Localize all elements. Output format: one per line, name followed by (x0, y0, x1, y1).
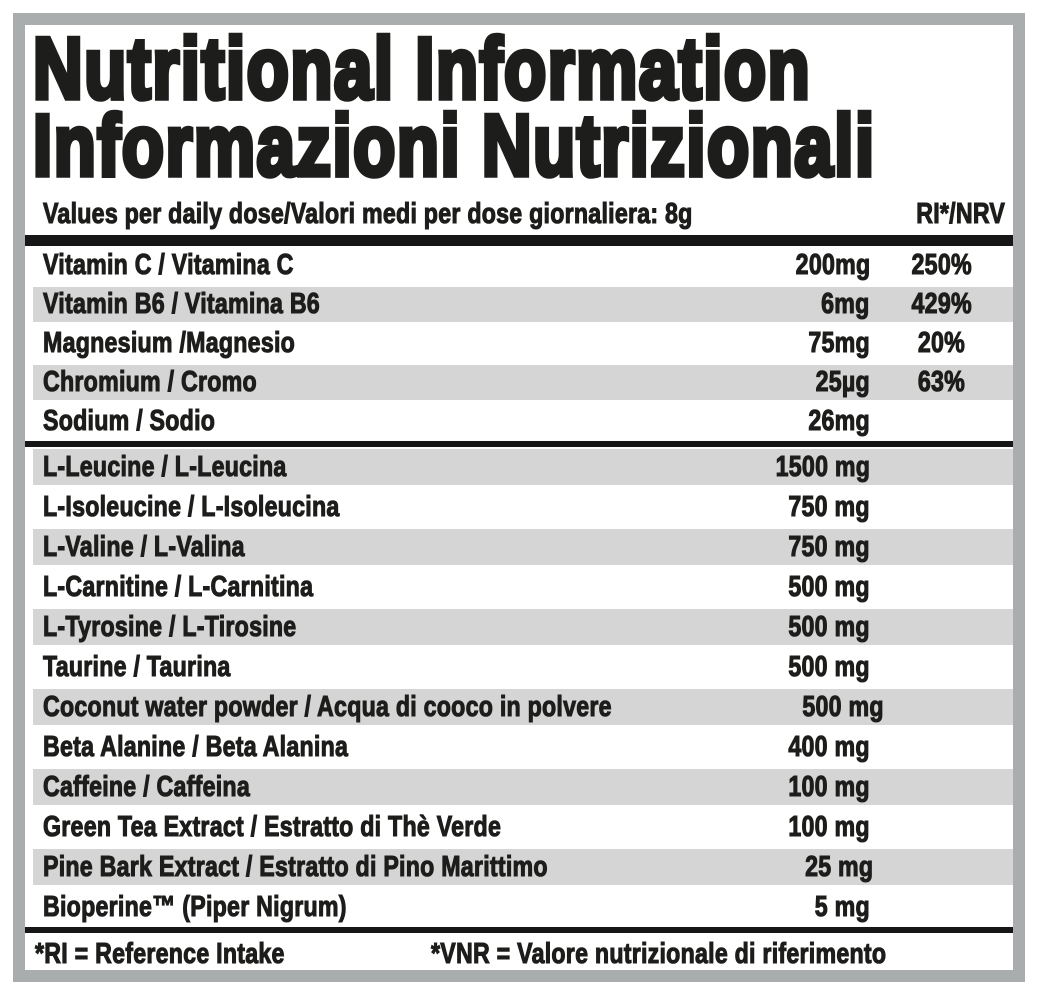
table-row: Taurine / Taurina 500 mg (33, 647, 1013, 687)
ingredient-name: Pine Bark Extract / Estratto di Pino Mar… (43, 850, 548, 883)
title-italian-text: Informazioni Nutrizionali (31, 98, 876, 194)
nrv-value (870, 731, 1013, 764)
divider-bottom (25, 927, 1013, 933)
nrv-value (884, 691, 1013, 724)
table-row: Bioperine™ (Piper Nigrum) 5 mg (33, 887, 1013, 927)
footnote-vnr: *VNR = Valore nutrizionale di riferiment… (431, 937, 887, 970)
table-header: Values per daily dose/Valori medi per do… (33, 191, 1013, 235)
amount-value: 5 mg (814, 890, 870, 923)
ingredient-name: Vitamin C / Vitamina C (43, 248, 294, 281)
ingredient-name: Chromium / Cromo (43, 365, 258, 398)
table-row: Magnesium /Magnesio 75mg 20% (33, 324, 1013, 363)
table-row: L-Leucine / L-Leucina 1500 mg (33, 447, 1013, 487)
nrv-value: 20% (917, 326, 966, 359)
nrv-value (870, 571, 1013, 604)
ingredient-name: L-Isoleucine / L-Isoleucina (43, 490, 340, 523)
amount-value: 750 mg (788, 530, 870, 563)
amount-value: 500 mg (788, 610, 870, 643)
amount-value: 200mg (795, 248, 870, 281)
dose-header-label: Values per daily dose/Valori medi per do… (43, 197, 693, 230)
table-row: Sodium / Sodio 26mg (33, 402, 1013, 441)
amount-value: 100 mg (788, 770, 870, 803)
table-row: Caffeine / Caffeina 100 mg (33, 767, 1013, 807)
nrv-value (870, 405, 1013, 438)
table-row: Green Tea Extract / Estratto di Thè Verd… (33, 807, 1013, 847)
table-row: L-Tyrosine / L-Tirosine 500 mg (33, 607, 1013, 647)
ingredient-name: Coconut water powder / Acqua di cooco in… (43, 690, 612, 723)
ingredient-name: L-Tyrosine / L-Tirosine (43, 610, 297, 643)
page-title: Nutritional Information Informazioni Nut… (31, 21, 1013, 194)
amount-value: 400 mg (788, 730, 870, 763)
ingredient-name: Beta Alanine / Beta Alanina (43, 730, 349, 763)
ingredient-name: L-Carnitine / L-Carnitina (43, 570, 314, 603)
amount-value: 100 mg (788, 810, 870, 843)
ingredient-name: Sodium / Sodio (43, 404, 216, 437)
ingredient-name: L-Leucine / L-Leucina (43, 450, 287, 483)
table-row: L-Valine / L-Valina 750 mg (33, 527, 1013, 567)
nrv-value (870, 491, 1013, 524)
title-english: Nutritional Information (31, 21, 1013, 117)
amount-value: 75mg (808, 326, 870, 359)
ingredient-name: Bioperine™ (Piper Nigrum) (43, 890, 347, 923)
ingredient-name: L-Valine / L-Valina (43, 530, 245, 563)
ri-nrv-header-label: RI*/NRV (916, 197, 1006, 230)
amount-value: 500 mg (788, 570, 870, 603)
title-english-text: Nutritional Information (31, 21, 812, 117)
nrv-value (870, 611, 1013, 644)
footnote-ri: *RI = Reference Intake (35, 937, 285, 970)
nrv-value (870, 651, 1013, 684)
ingredient-name: Magnesium /Magnesio (43, 326, 296, 359)
nrv-value (870, 811, 1013, 844)
section-active-ingredients: L-Leucine / L-Leucina 1500 mg L-Isoleuci… (25, 447, 1013, 927)
divider-middle (25, 441, 1013, 447)
table-row: Vitamin B6 / Vitamina B6 6mg 429% (33, 285, 1013, 324)
nrv-value: 429% (911, 287, 972, 320)
nrv-value (870, 451, 1013, 484)
divider-top (25, 235, 1013, 246)
table-row: Chromium / Cromo 25µg 63% (33, 363, 1013, 402)
nrv-value: 63% (917, 365, 966, 398)
section-vitamins-minerals: Vitamin C / Vitamina C 200mg 250% Vitami… (25, 246, 1013, 441)
ingredient-name: Taurine / Taurina (43, 650, 231, 683)
amount-value: 750 mg (788, 490, 870, 523)
nrv-value (870, 891, 1013, 924)
table-row: Vitamin C / Vitamina C 200mg 250% (33, 246, 1013, 285)
table-row: L-Isoleucine / L-Isoleucina 750 mg (33, 487, 1013, 527)
amount-value: 26mg (808, 404, 870, 437)
nrv-value (870, 531, 1013, 564)
amount-value: 25µg (815, 365, 870, 398)
ingredient-name: Caffeine / Caffeina (43, 770, 251, 803)
table-row: L-Carnitine / L-Carnitina 500 mg (33, 567, 1013, 607)
label-frame: Nutritional Information Informazioni Nut… (13, 13, 1025, 982)
ingredient-name: Green Tea Extract / Estratto di Thè Verd… (43, 810, 502, 843)
footnotes: *RI = Reference Intake *VNR = Valore nut… (33, 933, 1013, 970)
amount-value: 25 mg (805, 850, 874, 883)
nrv-value (870, 771, 1013, 804)
nrv-value (873, 851, 1013, 884)
table-row: Pine Bark Extract / Estratto di Pino Mar… (33, 847, 1013, 887)
amount-value: 500 mg (788, 650, 870, 683)
table-row: Beta Alanine / Beta Alanina 400 mg (33, 727, 1013, 767)
title-italian: Informazioni Nutrizionali (31, 98, 1013, 194)
nrv-value: 250% (911, 248, 972, 281)
amount-value: 500 mg (802, 690, 884, 723)
amount-value: 6mg (821, 287, 870, 320)
table-row: Coconut water powder / Acqua di cooco in… (33, 687, 1013, 727)
amount-value: 1500 mg (775, 450, 870, 483)
ingredient-name: Vitamin B6 / Vitamina B6 (43, 287, 321, 320)
